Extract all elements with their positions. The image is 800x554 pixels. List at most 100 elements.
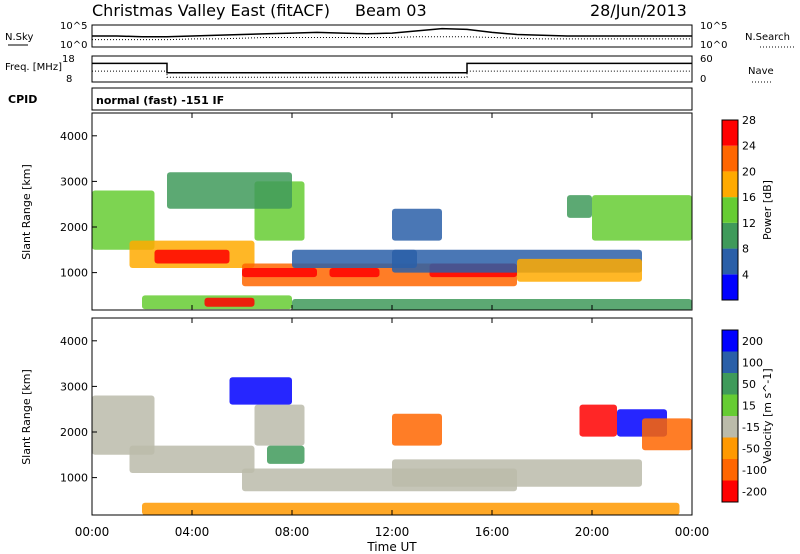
velocity-colorbar-swatch	[722, 416, 738, 438]
velocity-bands-group	[92, 377, 692, 515]
power-colorbar-tick: 12	[742, 217, 756, 230]
frequency-panel-frame	[91, 55, 693, 83]
time-axis: 00:00 04:00 08:00 12:00 16:00 20:00 00:00	[75, 113, 710, 539]
velocity-band	[392, 459, 642, 487]
power-band	[592, 195, 692, 241]
noise-series-group	[92, 27, 692, 41]
frequency-right-label: Nave	[748, 66, 774, 77]
velocity-colorbar-tick: -15	[742, 421, 760, 434]
power-band	[154, 249, 230, 264]
power-ytick-label: 3000	[60, 175, 88, 188]
velocity-ytick-label: 1000	[60, 472, 88, 485]
velocity-colorbar: 200 100 50 15 -15 -50 -100 -200	[721, 329, 767, 503]
velocity-yticks-group: 1000 2000 3000 4000	[60, 335, 97, 485]
velocity-colorbar-tick: -200	[742, 485, 767, 498]
power-band	[167, 172, 292, 209]
power-colorbar-label: Power [dB]	[761, 180, 774, 240]
power-colorbar-swatch	[722, 248, 738, 275]
frequency-left-tick-top: 18	[62, 54, 75, 65]
power-panel: 1000 2000 3000 4000 Slant Range [km] 4 8 12 16…	[20, 112, 774, 311]
frequency-panel: Freq. [MHz] 18 8 60 0 Nave	[5, 54, 774, 85]
power-bands-group	[92, 172, 692, 310]
time-tick-label: 00:00	[75, 525, 110, 539]
velocity-colorbar-label: Velocity [m s^-1]	[761, 368, 774, 463]
frequency-right-tick-top: 60	[700, 54, 713, 65]
velocity-band	[229, 377, 292, 405]
velocity-ytick-label: 3000	[60, 380, 88, 393]
frequency-series-group	[92, 62, 692, 78]
velocity-colorbar-tick: 50	[742, 378, 756, 391]
frequency-right-tick-bottom: 0	[700, 74, 706, 85]
cpid-panel: CPID normal (fast) -151 IF	[8, 87, 693, 111]
power-band	[292, 249, 417, 269]
noise-right-tick-top: 10^5	[700, 21, 727, 32]
velocity-colorbar-swatch	[722, 480, 738, 502]
velocity-band	[579, 404, 617, 437]
time-tick-label: 12:00	[375, 525, 410, 539]
power-colorbar-swatch	[722, 171, 738, 198]
velocity-band	[129, 445, 255, 474]
power-colorbar-tick: 4	[742, 268, 749, 281]
noise-left-tick-top: 10^5	[60, 21, 87, 32]
time-tick-label: 16:00	[475, 525, 510, 539]
velocity-ytick-label: 4000	[60, 335, 88, 348]
velocity-ytick-label: 2000	[60, 426, 88, 439]
time-tick-label: 00:00	[675, 525, 710, 539]
noise-left-tick-bottom: 10^0	[60, 40, 87, 51]
power-colorbar-swatch	[722, 222, 738, 249]
power-band	[242, 268, 317, 278]
frequency-left-tick-bottom: 8	[66, 74, 72, 85]
velocity-colorbar-swatch	[722, 459, 738, 481]
power-colorbar-tick: 28	[742, 114, 756, 127]
cpid-panel-frame	[91, 87, 693, 111]
velocity-band	[142, 502, 680, 515]
power-colorbar-tick: 24	[742, 140, 756, 153]
power-band	[204, 297, 255, 307]
frequency-series-freq	[92, 62, 692, 74]
time-tick-label: 08:00	[275, 525, 310, 539]
velocity-band	[267, 445, 305, 464]
date-label: 28/Jun/2013	[590, 1, 687, 20]
power-colorbar-tick: 16	[742, 191, 756, 204]
noise-series-search	[92, 36, 692, 41]
noise-series-sky	[92, 27, 692, 38]
power-band	[92, 190, 155, 250]
power-colorbar-tick: 8	[742, 243, 749, 256]
power-colorbar-swatch	[722, 145, 738, 172]
power-ytick-label: 1000	[60, 267, 88, 280]
power-ytick-label: 4000	[60, 130, 88, 143]
power-band	[517, 258, 642, 282]
time-axis-label: Time UT	[366, 540, 417, 554]
noise-left-label: N.Sky	[5, 32, 33, 43]
velocity-colorbar-swatch	[722, 437, 738, 459]
velocity-colorbar-tick: -50	[742, 442, 760, 455]
velocity-band	[254, 404, 305, 446]
power-ytick-label: 2000	[60, 221, 88, 234]
velocity-colorbar-tick: 200	[742, 335, 763, 348]
noise-right-tick-bottom: 10^0	[700, 40, 727, 51]
power-colorbar-swatch	[722, 120, 738, 146]
power-band	[329, 268, 380, 278]
power-yticks-group: 1000 2000 3000 4000	[60, 130, 97, 280]
time-tick-label: 04:00	[175, 525, 210, 539]
velocity-colorbar-tick: 100	[742, 356, 763, 369]
power-band	[392, 208, 442, 241]
velocity-ylabel: Slant Range [km]	[20, 369, 33, 465]
power-colorbar-swatch	[722, 274, 738, 300]
velocity-band	[92, 395, 155, 455]
velocity-colorbar-frame	[721, 329, 739, 503]
time-tick-label: 20:00	[575, 525, 610, 539]
velocity-panel: 1000 2000 3000 4000 Slant Range [km] 200 100…	[20, 317, 774, 516]
velocity-colorbar-swatch	[722, 373, 738, 395]
power-colorbar: 4 8 12 16 20 24 28	[721, 114, 756, 301]
velocity-colorbar-tick: 15	[742, 399, 756, 412]
frequency-left-label: Freq. [MHz]	[5, 62, 62, 73]
noise-right-label: N.Search	[745, 32, 790, 43]
velocity-band	[642, 418, 692, 451]
power-band	[567, 195, 592, 218]
velocity-colorbar-swatch	[722, 394, 738, 416]
velocity-colorbar-tick: -100	[742, 464, 767, 477]
power-colorbar-frame	[721, 119, 739, 301]
velocity-colorbar-swatch	[722, 330, 738, 352]
power-colorbar-tick: 20	[742, 165, 756, 178]
